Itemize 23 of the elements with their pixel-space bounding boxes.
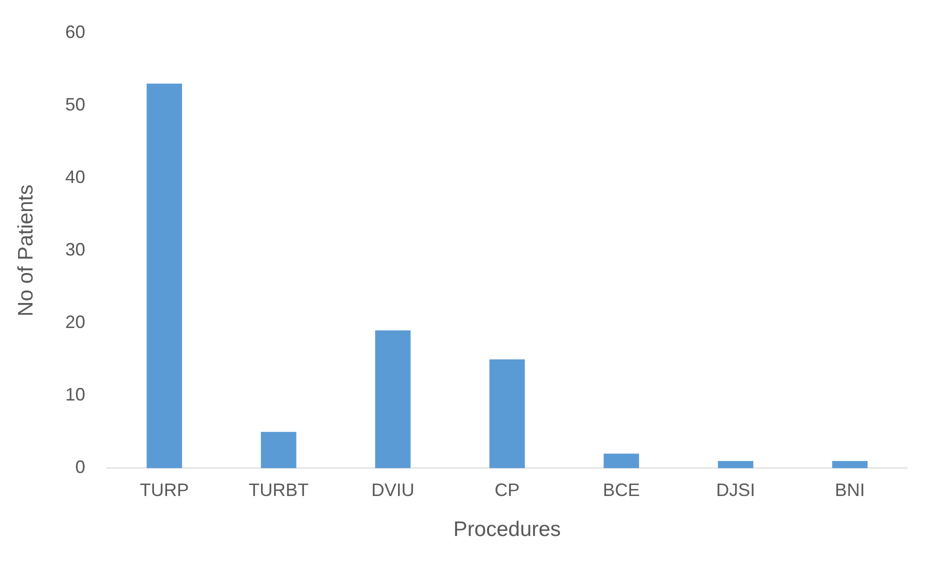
bar [489,359,525,468]
y-tick-label: 10 [65,384,86,405]
bar [604,454,640,468]
bar [146,84,182,468]
x-tick-label: BCE [602,480,640,500]
y-tick-label: 30 [65,239,86,260]
x-tick-label: TURBT [248,480,309,500]
y-tick-label: 20 [65,312,86,332]
x-tick-label: CP [494,480,520,500]
bar [375,330,411,468]
y-tick-label: 60 [65,22,86,42]
y-tick-label: 0 [75,457,86,478]
x-tick-label: DJSI [716,480,756,500]
x-axis-title: Procedures [453,518,561,542]
bar [832,460,868,468]
x-tick-label: TURP [140,480,189,500]
bar [260,432,296,468]
y-tick-label: 40 [65,166,86,187]
y-tick-label: 50 [65,94,86,114]
y-axis-title: No of Patients [14,184,38,316]
x-tick-label: DVIU [371,480,414,500]
bar [718,460,754,468]
x-tick-label: BNI [834,480,865,500]
